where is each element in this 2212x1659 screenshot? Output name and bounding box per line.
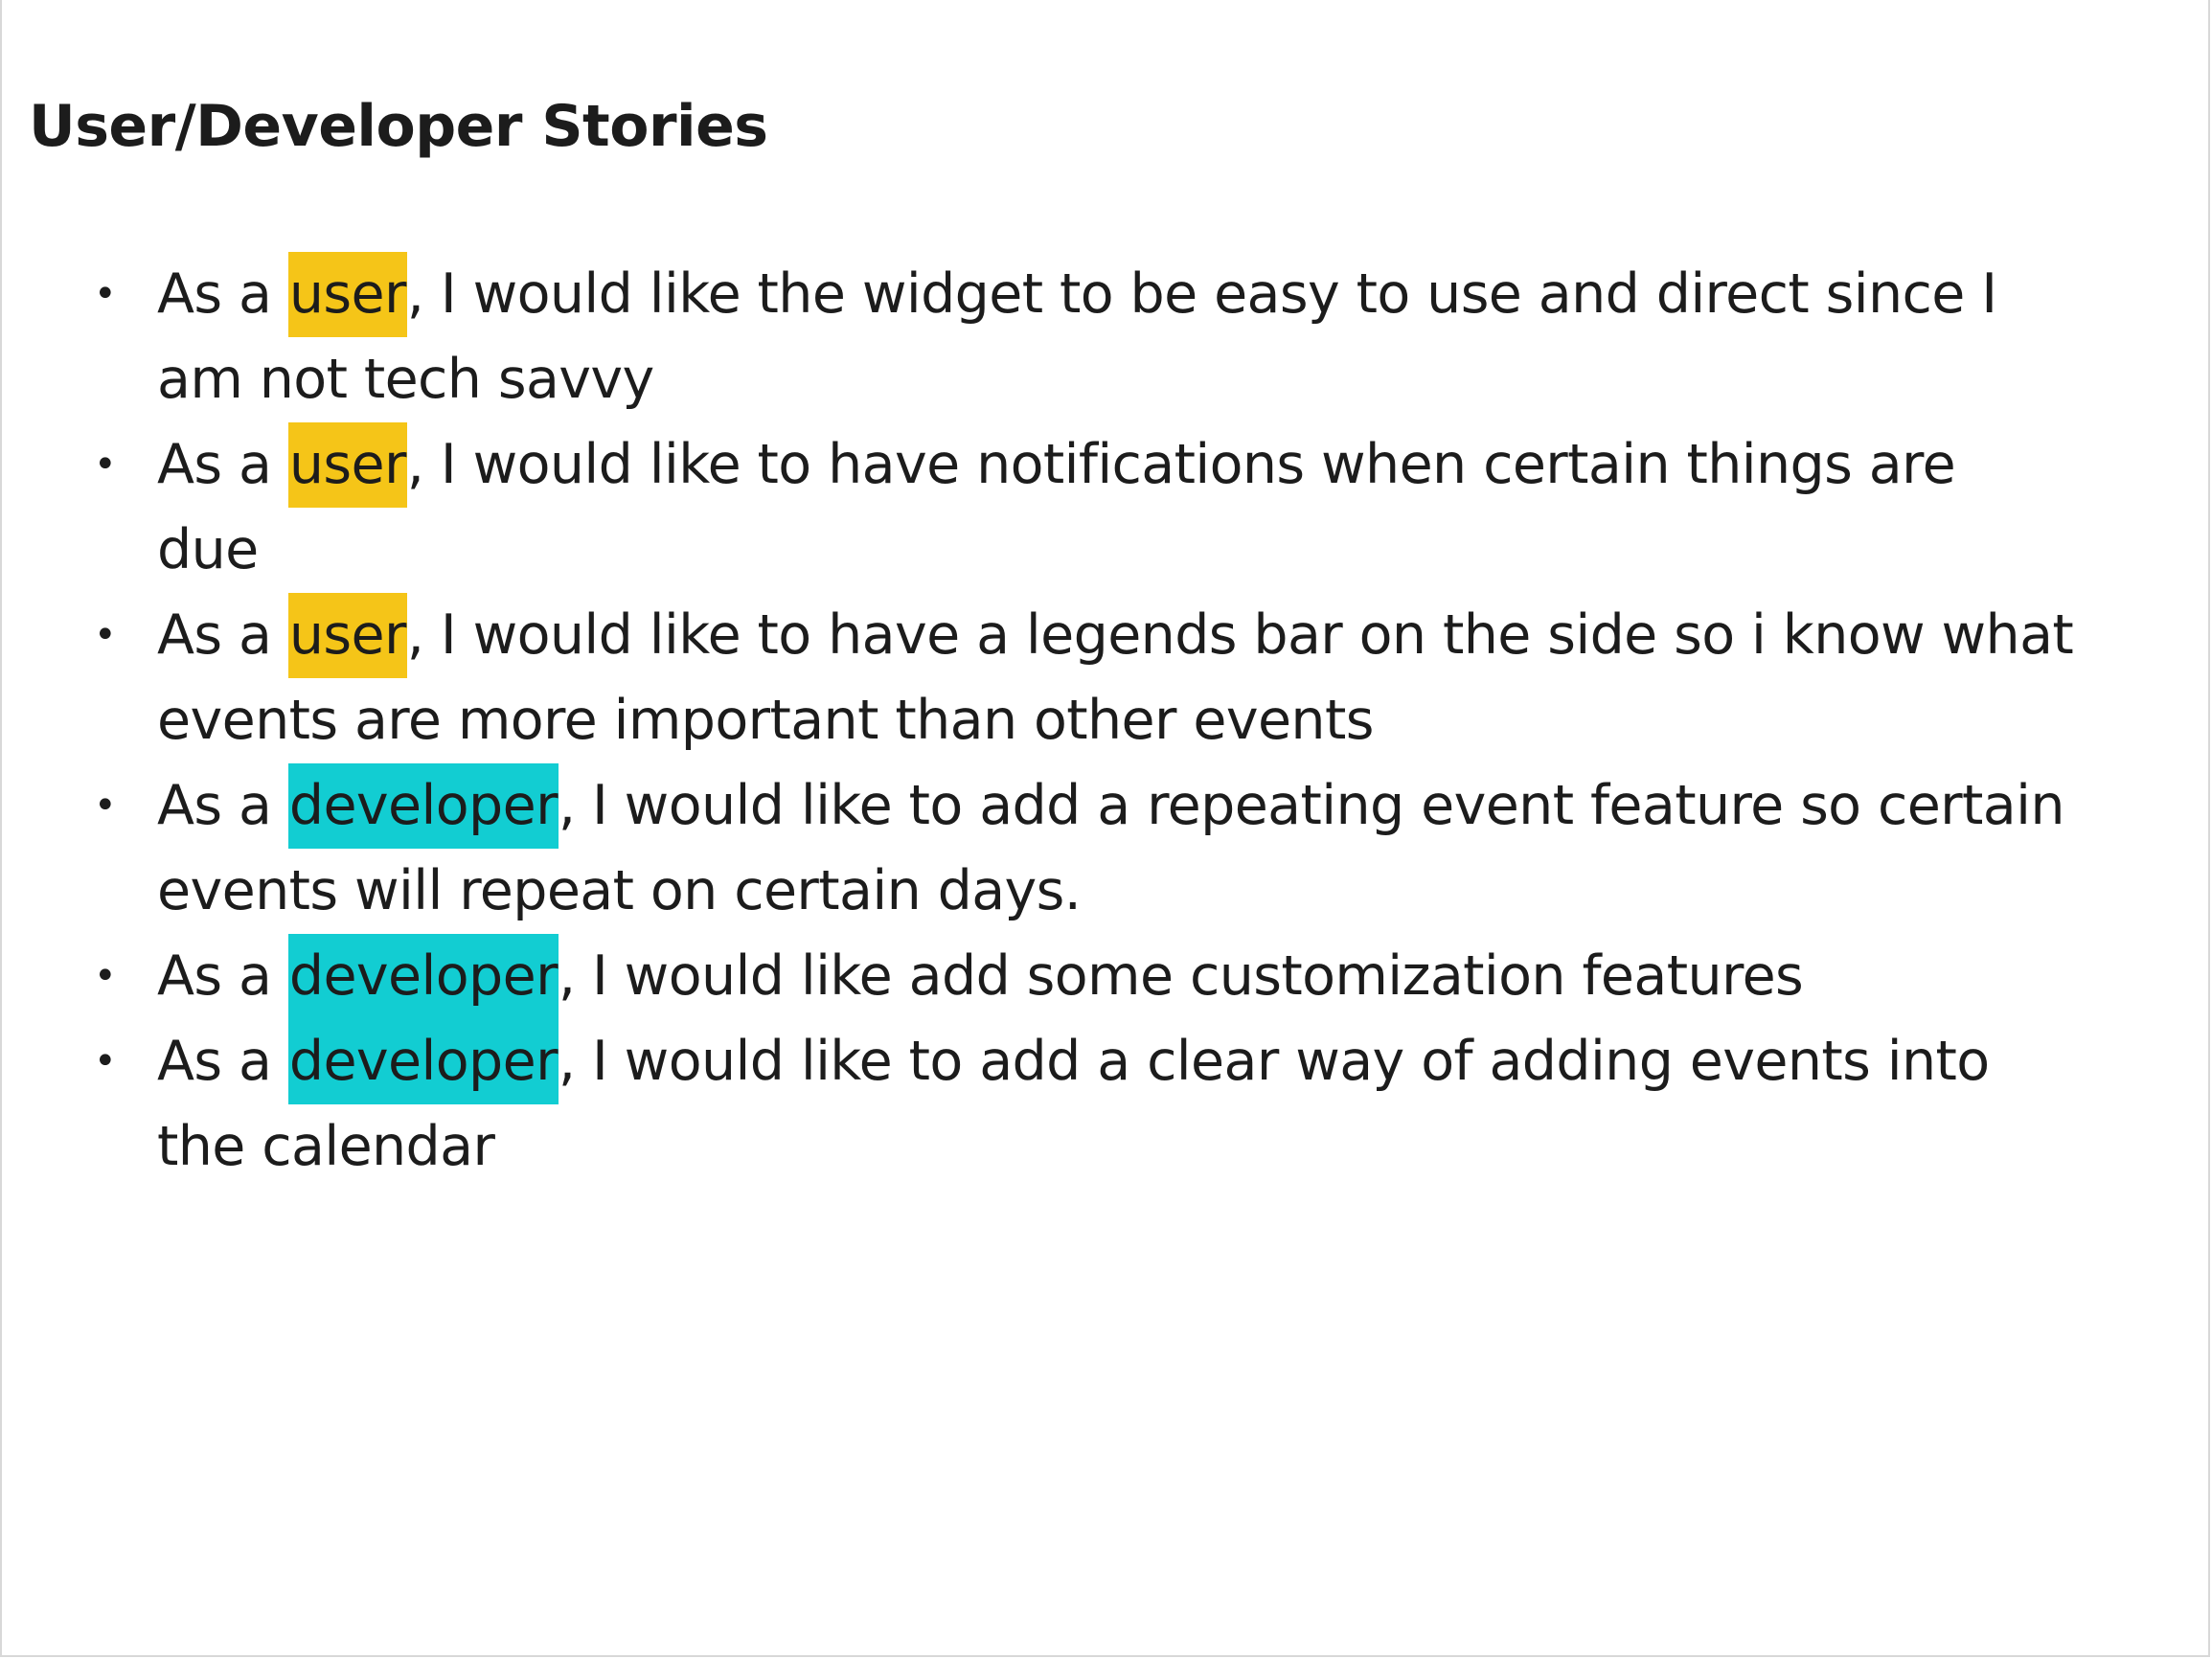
bullet-icon: • <box>94 784 117 828</box>
story-text: , I would like to add a clear way of add… <box>558 1030 1990 1093</box>
story-prefix: As a <box>157 1030 288 1093</box>
story-line-1: As a developer, I would like to add a re… <box>157 763 2148 849</box>
story-line-2: events will repeat on certain days. <box>157 859 1082 922</box>
story-prefix: As a <box>157 433 288 496</box>
story-prefix: As a <box>157 774 288 837</box>
story-line-2: am not tech savvy <box>157 348 654 411</box>
story-list: • As a user, I would like the widget to … <box>2 252 2167 1190</box>
story-line-2: due <box>157 518 259 581</box>
story-text: , I would like to have a legends bar on … <box>406 603 2074 667</box>
list-item: • As a user, I would like the widget to … <box>2 252 2167 422</box>
bullet-icon: • <box>94 1039 117 1083</box>
list-item: • As a developer, I would like to add a … <box>2 763 2167 934</box>
story-text: , I would like to have notifications whe… <box>406 433 1956 496</box>
story-text: , I would like the widget to be easy to … <box>406 262 1997 326</box>
role-highlight-developer: developer <box>287 763 559 849</box>
bullet-icon: • <box>94 954 117 998</box>
role-highlight-user: user <box>287 422 407 508</box>
story-prefix: As a <box>157 262 288 326</box>
story-line-2: events are more important than other eve… <box>157 689 1374 752</box>
list-item: • As a user, I would like to have notifi… <box>2 422 2167 593</box>
list-item: • As a developer, I would like add some … <box>2 934 2167 1019</box>
list-item: • As a user, I would like to have a lege… <box>2 593 2167 763</box>
bullet-icon: • <box>94 272 117 316</box>
story-line-1: As a user, I would like the widget to be… <box>157 252 2148 337</box>
story-prefix: As a <box>157 944 288 1008</box>
bullet-icon: • <box>94 443 117 487</box>
bullet-icon: • <box>94 613 117 657</box>
role-highlight-user: user <box>287 252 407 337</box>
page-title: User/Developer Stories <box>29 93 768 160</box>
story-line-2: the calendar <box>157 1115 495 1178</box>
story-text: , I would like add some customization fe… <box>558 944 1804 1008</box>
role-highlight-developer: developer <box>287 934 559 1019</box>
role-highlight-user: user <box>287 593 407 678</box>
story-line-1: As a user, I would like to have notifica… <box>157 422 2148 508</box>
story-text: , I would like to add a repeating event … <box>558 774 2065 837</box>
story-line-1: As a developer, I would like add some cu… <box>157 934 2148 1019</box>
story-prefix: As a <box>157 603 288 667</box>
role-highlight-developer: developer <box>287 1019 559 1104</box>
list-item: • As a developer, I would like to add a … <box>2 1019 2167 1190</box>
story-line-1: As a developer, I would like to add a cl… <box>157 1019 2148 1104</box>
story-line-1: As a user, I would like to have a legend… <box>157 593 2148 678</box>
